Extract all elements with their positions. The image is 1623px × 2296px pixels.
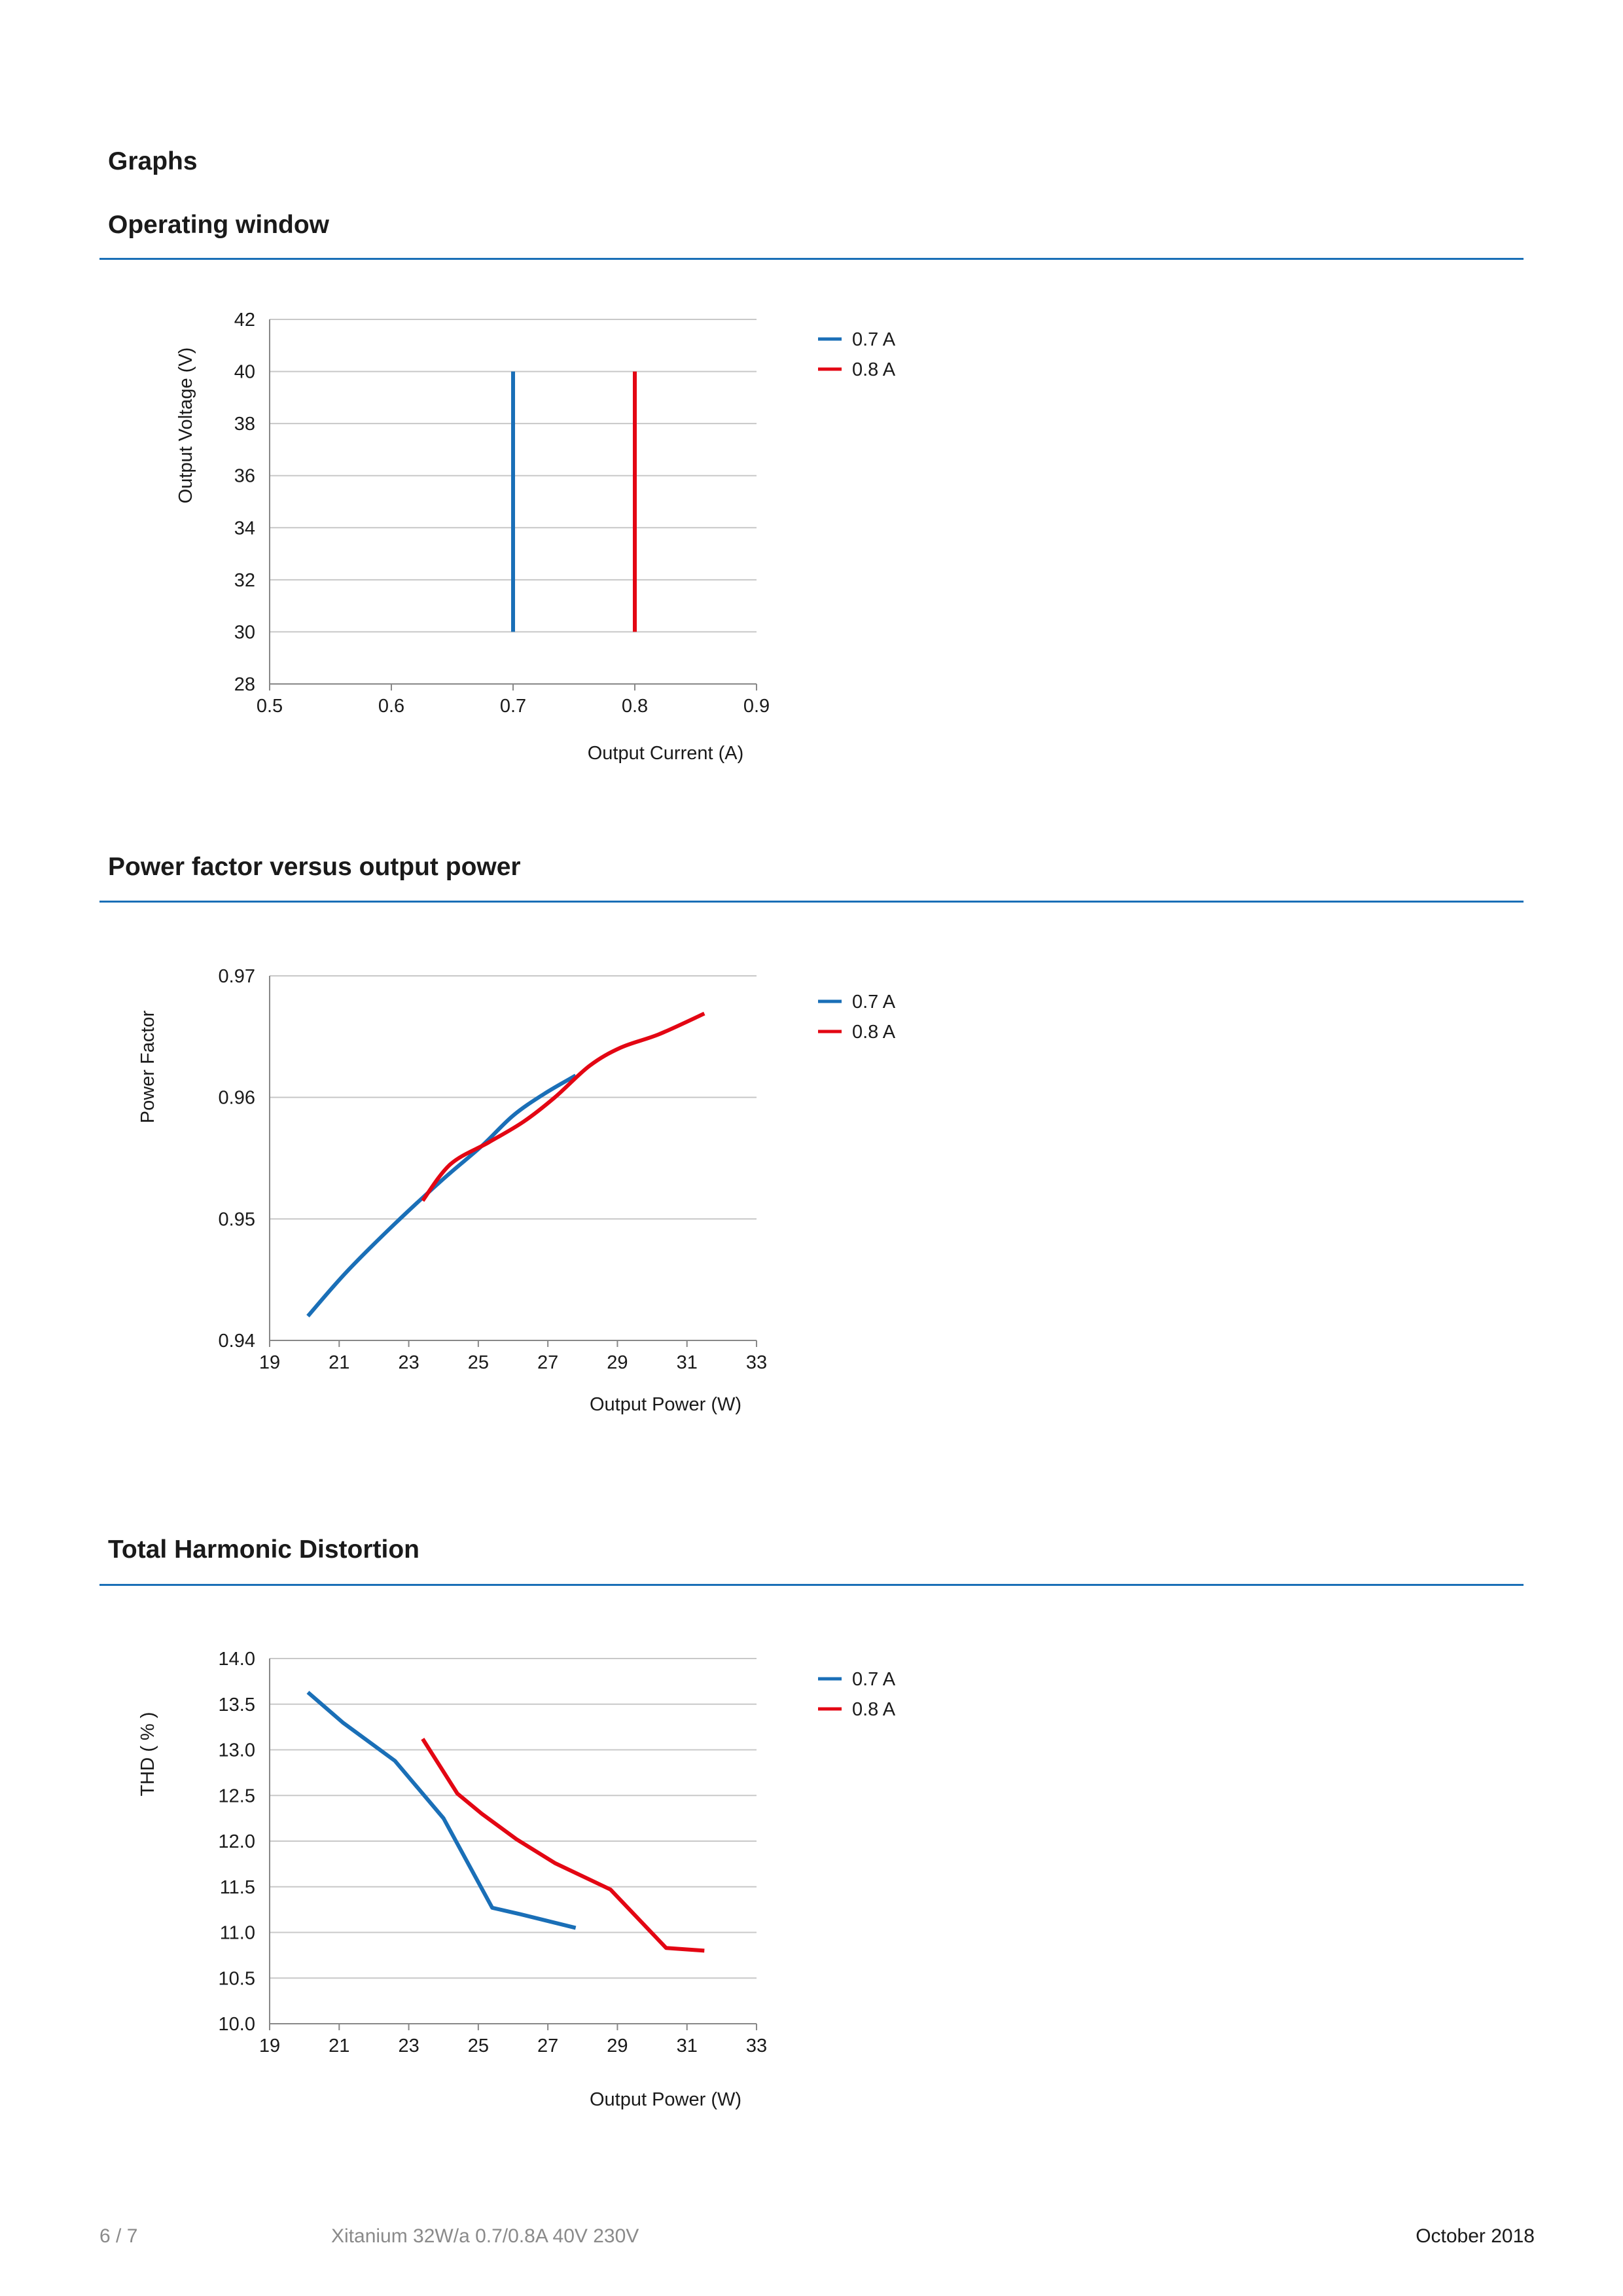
chart-heading-thd: Total Harmonic Distortion xyxy=(108,1535,419,1564)
y-tick-label: 28 xyxy=(234,674,255,695)
x-tick-label: 0.6 xyxy=(378,696,404,717)
x-tick-label: 29 xyxy=(607,1352,628,1373)
series-line-1 xyxy=(306,1691,577,1930)
section-divider xyxy=(99,901,1524,903)
legend-label: 0.7 A xyxy=(852,992,896,1013)
y-tick-label: 11.5 xyxy=(220,1877,255,1898)
chart-heading-power-factor: Power factor versus output power xyxy=(108,853,521,881)
y-tick-label: 34 xyxy=(234,518,255,539)
x-tick-label: 33 xyxy=(746,1352,767,1373)
x-tick-label: 23 xyxy=(398,2036,419,2056)
y-tick-label: 13.0 xyxy=(219,1740,255,1761)
chart-svg: 28 30 32 34 36 38 40 42 0.5 0.6 0.7 0.8 0.9 Output Cu… xyxy=(175,310,896,764)
x-tick-label: 0.7 xyxy=(500,696,526,717)
section-title: Graphs xyxy=(108,147,198,175)
y-tick-label: 36 xyxy=(234,466,255,487)
x-tick-label: 0.9 xyxy=(743,696,770,717)
y-tick-label: 40 xyxy=(234,362,255,383)
x-tick-label: 19 xyxy=(259,2036,280,2056)
x-tick-label: 33 xyxy=(746,2036,767,2056)
y-tick-label: 12.0 xyxy=(219,1831,255,1852)
y-tick-label: 32 xyxy=(234,570,255,591)
chart-heading-operating-window: Operating window xyxy=(108,211,329,239)
x-tick-label: 31 xyxy=(677,2036,698,2056)
chart-svg: 10.0 10.5 11.0 11.5 12.0 12.5 13.0 13.5 14.0 19 21… xyxy=(137,1649,896,2110)
x-tick-label: 27 xyxy=(537,2036,558,2056)
series-line-2 xyxy=(421,1011,705,1202)
x-tick-label: 25 xyxy=(468,1352,489,1373)
series-line-2 xyxy=(421,1738,705,1953)
power-factor-chart: 0.94 0.95 0.96 0.97 19 21 23 25 27 29 31 33 Output P… xyxy=(0,916,982,1456)
y-tick-label: 12.5 xyxy=(219,1785,255,1806)
y-tick-label: 0.97 xyxy=(219,966,255,987)
footer-product: Xitanium 32W/a 0.7/0.8A 40V 230V xyxy=(331,2225,639,2247)
y-tick-label: 30 xyxy=(234,622,255,643)
legend-label: 0.7 A xyxy=(852,1669,896,1690)
x-tick-label: 27 xyxy=(537,1352,558,1373)
y-tick-label: 10.5 xyxy=(219,1968,255,1989)
x-tick-label: 0.8 xyxy=(622,696,648,717)
x-tick-label: 19 xyxy=(259,1352,280,1373)
y-tick-label: 13.5 xyxy=(219,1695,255,1715)
y-tick-label: 14.0 xyxy=(219,1649,255,1670)
y-tick-label: 0.96 xyxy=(219,1088,255,1109)
legend-label: 0.7 A xyxy=(852,329,896,350)
series-line-1 xyxy=(306,1073,577,1318)
x-tick-label: 21 xyxy=(329,2036,349,2056)
section-divider xyxy=(99,258,1524,260)
x-tick-label: 31 xyxy=(677,1352,698,1373)
section-divider xyxy=(99,1584,1524,1586)
operating-window-chart: 28 30 32 34 36 38 40 42 0.5 0.6 0.7 0.8 0.9 Output Cu… xyxy=(0,262,982,789)
y-axis-label: Power Factor xyxy=(137,1010,158,1123)
y-tick-label: 38 xyxy=(234,414,255,435)
x-tick-label: 23 xyxy=(398,1352,419,1373)
x-axis-label: Output Power (W) xyxy=(590,2089,741,2110)
x-tick-label: 29 xyxy=(607,2036,628,2056)
legend-label: 0.8 A xyxy=(852,1022,896,1043)
x-axis-label: Output Current (A) xyxy=(588,743,744,764)
y-tick-label: 11.0 xyxy=(220,1923,255,1944)
legend-label: 0.8 A xyxy=(852,359,896,380)
footer-date: October 2018 xyxy=(1416,2225,1535,2247)
x-tick-label: 0.5 xyxy=(257,696,283,717)
thd-chart: 10.0 10.5 11.0 11.5 12.0 12.5 13.0 13.5 14.0 19 21… xyxy=(0,1590,982,2130)
x-axis-label: Output Power (W) xyxy=(590,1394,741,1415)
y-tick-label: 0.94 xyxy=(219,1331,255,1352)
x-tick-label: 21 xyxy=(329,1352,349,1373)
y-axis-label: Output Voltage (V) xyxy=(175,348,196,504)
y-tick-label: 0.95 xyxy=(219,1209,255,1230)
y-tick-label: 10.0 xyxy=(219,2014,255,2035)
y-tick-label: 42 xyxy=(234,310,255,331)
legend-label: 0.8 A xyxy=(852,1699,896,1720)
x-tick-label: 25 xyxy=(468,2036,489,2056)
footer-page-number: 6 / 7 xyxy=(99,2225,138,2247)
y-axis-label: THD ( % ) xyxy=(137,1712,158,1797)
